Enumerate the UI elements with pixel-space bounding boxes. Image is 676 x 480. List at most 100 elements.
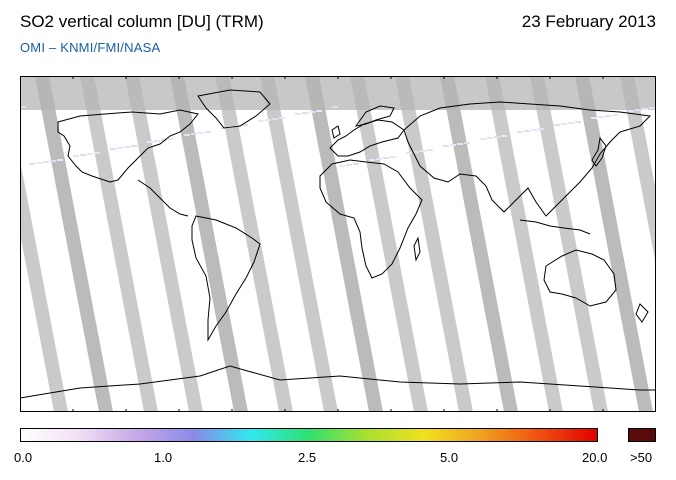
- noise-speck: [80, 154, 86, 156]
- noise-speck: [390, 156, 396, 158]
- noise-speck: [184, 134, 190, 136]
- noise-speck: [376, 158, 382, 160]
- noise-speck: [531, 129, 537, 131]
- coastlines: [20, 89, 656, 399]
- noise-speck: [316, 110, 322, 112]
- noise-speck: [427, 149, 433, 151]
- noise-speck: [57, 159, 63, 161]
- noise-speck: [561, 123, 567, 125]
- noise-speck: [420, 150, 426, 152]
- noise-speck: [168, 138, 174, 140]
- noise-speck: [279, 117, 285, 119]
- noise-speck: [265, 119, 271, 121]
- noise-speck: [346, 164, 352, 166]
- noise-speck: [591, 117, 597, 119]
- noise-speck: [50, 160, 56, 162]
- noise-speck: [628, 110, 634, 112]
- noise-speck: [29, 163, 35, 165]
- noise-speck: [94, 152, 100, 154]
- orbit-swath: [20, 160, 68, 412]
- australia-coast: [543, 249, 617, 307]
- noise-speck: [242, 124, 248, 126]
- noise-speck: [457, 143, 463, 145]
- noise-speck: [406, 152, 412, 154]
- noise-speck: [517, 131, 523, 133]
- map-credit: OMI – KNMI/FMI/NASA: [20, 40, 161, 55]
- noise-speck: [339, 165, 345, 167]
- noise-speck: [369, 159, 375, 161]
- orbit-swath: [395, 76, 473, 412]
- noise-speck: [413, 151, 419, 153]
- noise-speck: [205, 131, 211, 133]
- world-map: -150-120-90-60-300306090120150 -150-120-…: [6, 64, 672, 426]
- noise-speck: [605, 115, 611, 117]
- map-date: 23 February 2013: [521, 12, 656, 31]
- noise-speck: [649, 107, 655, 109]
- noise-speck: [191, 133, 197, 135]
- noise-speck: [480, 138, 486, 140]
- colorbar-label-1: 1.0: [154, 450, 173, 465]
- noise-speck: [131, 145, 137, 147]
- noise-speck: [443, 145, 449, 147]
- retrieval-noise: [20, 106, 655, 167]
- colorbar-label-overflow: >50: [630, 450, 653, 465]
- colorbar-label-3: 5.0: [440, 450, 459, 465]
- orbit-swath: [260, 76, 338, 412]
- noise-speck: [161, 139, 167, 141]
- noise-speck: [501, 135, 507, 137]
- new-zealand-coast: [635, 303, 649, 323]
- japan-coast: [591, 136, 607, 167]
- orbit-swath: [620, 76, 656, 265]
- colorbar-label-2: 2.5: [298, 450, 317, 465]
- colorbar: 0.0 1.0 2.5 5.0 20.0 >50: [14, 428, 656, 473]
- orbit-swath: [125, 76, 203, 412]
- noise-speck: [524, 130, 530, 132]
- noise-speck: [124, 146, 130, 148]
- noise-speck: [353, 163, 359, 165]
- orbit-swaths: [20, 76, 656, 412]
- noise-speck: [383, 157, 389, 159]
- noise-speck: [154, 140, 160, 142]
- noise-speck: [598, 116, 604, 118]
- noise-speck: [487, 137, 493, 139]
- noise-speck: [464, 142, 470, 144]
- noise-speck: [568, 122, 574, 124]
- noise-speck: [302, 112, 308, 114]
- noise-speck: [117, 147, 123, 149]
- noise-speck: [20, 106, 26, 108]
- noise-speck: [87, 153, 93, 155]
- noise-speck: [538, 128, 544, 130]
- north-america-coast: [57, 109, 199, 183]
- asia-coast: [403, 101, 652, 217]
- colorbar-gradient: [20, 428, 598, 442]
- africa-coast: [319, 159, 423, 279]
- orbit-swath: [440, 76, 518, 412]
- noise-speck: [309, 111, 315, 113]
- noise-speck: [635, 109, 641, 111]
- noise-speck: [554, 124, 560, 126]
- indonesia-coast: [519, 219, 591, 235]
- orbit-swath: [530, 76, 608, 412]
- orbit-swath: [575, 76, 653, 412]
- orbit-swath: [170, 76, 248, 412]
- antarctica-coast: [20, 365, 656, 399]
- greenland-coast: [197, 89, 271, 129]
- noise-speck: [332, 106, 338, 108]
- orbit-swath: [80, 76, 158, 412]
- noise-speck: [612, 114, 618, 116]
- noise-speck: [258, 120, 264, 122]
- noise-speck: [36, 162, 42, 164]
- noise-speck: [73, 155, 79, 157]
- noise-speck: [575, 121, 581, 123]
- map-canvas: -150-120-90-60-300306090120150 -150-120-…: [6, 64, 672, 426]
- south-america-coast: [191, 215, 261, 342]
- colorbar-label-0: 0.0: [14, 450, 33, 465]
- noise-speck: [147, 141, 153, 143]
- noise-speck: [272, 118, 278, 120]
- noise-speck: [642, 108, 648, 110]
- noise-speck: [110, 148, 116, 150]
- madagascar-coast: [413, 236, 421, 262]
- colorbar-overflow-swatch: [628, 428, 656, 442]
- noise-speck: [43, 161, 49, 163]
- noise-speck: [494, 136, 500, 138]
